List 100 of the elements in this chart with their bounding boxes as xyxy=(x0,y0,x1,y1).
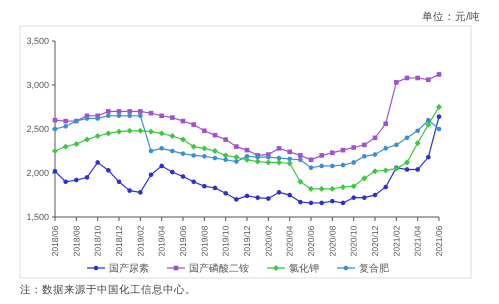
point xyxy=(244,194,250,198)
point xyxy=(329,186,336,192)
point xyxy=(148,172,154,178)
point xyxy=(244,148,250,152)
point xyxy=(425,122,432,128)
point xyxy=(191,180,196,184)
point xyxy=(148,110,154,116)
point xyxy=(308,158,314,162)
point xyxy=(106,109,111,114)
point xyxy=(223,190,228,196)
point xyxy=(159,164,164,168)
point xyxy=(287,192,292,198)
point xyxy=(244,154,250,159)
text: 单位：元/吨 xyxy=(422,10,480,23)
point xyxy=(212,132,218,138)
point xyxy=(191,122,196,127)
x-tick-label: 2021/02 xyxy=(391,225,402,256)
legend-label: 国产尿素 xyxy=(109,262,149,274)
x-tick-label: 2020/10 xyxy=(348,225,359,256)
point xyxy=(382,167,389,174)
y-tick-label: 2,500 xyxy=(26,124,49,134)
point xyxy=(436,72,442,77)
point xyxy=(340,200,346,206)
point xyxy=(404,136,410,140)
y-tick-label: 3,500 xyxy=(26,36,49,46)
point xyxy=(234,144,239,149)
x-tick-label: 2019/12 xyxy=(242,225,252,256)
point xyxy=(159,114,164,118)
x-tick-label: 2020/04 xyxy=(284,225,295,256)
point xyxy=(266,196,271,201)
point xyxy=(94,133,101,140)
point xyxy=(319,153,324,158)
point xyxy=(116,109,122,114)
x-tick-label: 2019/06 xyxy=(178,225,188,256)
point xyxy=(394,80,399,85)
point xyxy=(330,164,335,168)
point xyxy=(106,168,111,173)
point xyxy=(127,114,132,118)
point xyxy=(404,159,410,166)
point xyxy=(180,174,186,179)
point xyxy=(265,159,272,166)
point xyxy=(372,152,378,157)
point xyxy=(361,175,368,182)
point xyxy=(415,167,420,172)
point xyxy=(127,109,132,114)
x-tick-label: 2020/12 xyxy=(370,225,380,256)
x-tick-label: 2018/08 xyxy=(71,225,82,256)
y-tick-label: 3,000 xyxy=(26,80,49,90)
point xyxy=(308,165,314,170)
point xyxy=(137,128,144,134)
point xyxy=(138,114,143,118)
x-tick-label: 2018/12 xyxy=(114,225,124,256)
point xyxy=(159,146,164,151)
x-tick-label: 2020/08 xyxy=(327,225,338,256)
point xyxy=(138,190,143,195)
x-tick-label: 2018/06 xyxy=(50,225,60,256)
point xyxy=(212,156,218,160)
point xyxy=(158,130,165,136)
point xyxy=(52,148,58,154)
point xyxy=(202,154,207,159)
point xyxy=(276,156,282,160)
point xyxy=(287,156,292,162)
point xyxy=(105,130,112,136)
point xyxy=(297,178,304,185)
point xyxy=(63,180,68,184)
point xyxy=(170,115,175,120)
legend-label: 氯化钾 xyxy=(289,262,319,274)
text: 注：数据来源于中国化工信息中心。 xyxy=(20,283,196,296)
point xyxy=(201,145,208,152)
point xyxy=(319,164,324,168)
point xyxy=(298,158,303,162)
point xyxy=(383,184,388,190)
point xyxy=(169,133,176,140)
point xyxy=(330,198,335,204)
point xyxy=(170,148,175,154)
point xyxy=(426,154,431,160)
point xyxy=(340,184,346,190)
point xyxy=(372,168,378,174)
point xyxy=(180,118,186,124)
x-tick-label: 2018/10 xyxy=(92,225,103,256)
point xyxy=(127,188,132,193)
x-tick-label: 2021/04 xyxy=(412,225,423,256)
point xyxy=(319,200,324,206)
point xyxy=(84,136,90,143)
point xyxy=(350,183,357,190)
point xyxy=(52,168,58,174)
x-tick-label: 2020/06 xyxy=(306,225,316,256)
point xyxy=(212,186,218,190)
x-tick-label: 2019/10 xyxy=(220,225,231,256)
point xyxy=(276,146,282,151)
x-tick-label: 2021/06 xyxy=(434,225,444,256)
point xyxy=(212,148,218,154)
point xyxy=(84,116,90,121)
point xyxy=(404,76,410,80)
point xyxy=(191,153,196,158)
point xyxy=(222,152,229,158)
point xyxy=(74,178,79,182)
point xyxy=(298,153,303,158)
point xyxy=(116,114,122,118)
point xyxy=(404,167,410,172)
